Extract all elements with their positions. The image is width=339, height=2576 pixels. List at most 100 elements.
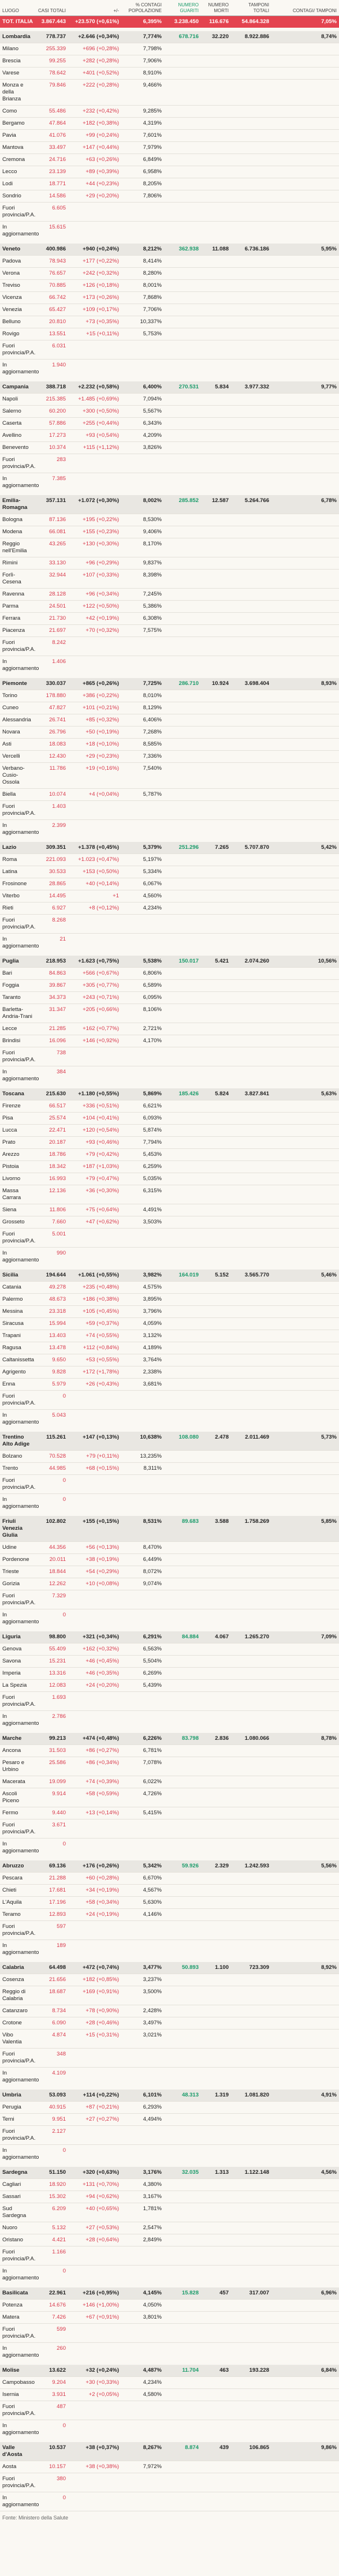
recovered	[164, 2234, 201, 2246]
total-cases: 13.478	[36, 1342, 68, 1354]
tests	[231, 1884, 271, 1897]
total-cases: 0	[36, 1390, 68, 1410]
province-row: Cosenza 21.656 +182 (+0,85%) 3,237%	[0, 1974, 339, 1986]
percent-population	[121, 819, 164, 841]
place-name: Padova	[0, 255, 36, 268]
tests	[231, 1896, 271, 1909]
tests	[231, 2067, 271, 2088]
province-row: Alessandria 26.741 +85 (+0,32%) 6,406%	[0, 714, 339, 727]
place-name: Udine	[0, 1541, 36, 1554]
deaths	[201, 1819, 231, 1839]
tests: 3.827.841	[231, 1085, 271, 1100]
province-row: Venezia 65.427 +109 (+0,17%) 7,706%	[0, 304, 339, 316]
place-name: TOT. ITALIA	[0, 16, 36, 30]
recovered: 285.852	[164, 492, 201, 514]
total-cases: 260	[36, 2342, 68, 2364]
place-name: Lecco	[0, 166, 36, 178]
province-row: Novara 26.796 +50 (+0,19%) 7,268%	[0, 726, 339, 739]
place-name: Cosenza	[0, 1974, 36, 1986]
percent-population: 7,575%	[121, 624, 164, 637]
tests	[231, 1047, 271, 1066]
deaths	[201, 702, 231, 714]
province-row: Benevento 10.374 +115 (+1,12%) 3,826%	[0, 441, 339, 454]
total-cases: 12.083	[36, 1679, 68, 1692]
total-cases: 18.771	[36, 178, 68, 190]
recovered	[164, 612, 201, 625]
recovered	[164, 2265, 201, 2286]
tests	[231, 624, 271, 637]
change: +107 (+0,33%)	[68, 569, 121, 589]
change: +474 (+0,48%)	[68, 1729, 121, 1745]
change: +176 (+0,26%)	[68, 1857, 121, 1873]
recovered	[164, 1354, 201, 1366]
tests	[231, 2342, 271, 2364]
total-cases: 7.660	[36, 1216, 68, 1229]
province-row: Pordenone 20.011 +38 (+0,19%) 6,449%	[0, 1553, 339, 1566]
total-cases: 47.864	[36, 117, 68, 130]
recovered	[164, 1986, 201, 2005]
place-name: Firenze	[0, 1100, 36, 1113]
recovered	[164, 1148, 201, 1161]
change: +58 (+0,34%)	[68, 1896, 121, 1909]
positivity-ratio	[271, 316, 339, 328]
province-row: Firenze 66.517 +336 (+0,51%) 6,621%	[0, 1100, 339, 1113]
total-cases: 25.586	[36, 1757, 68, 1776]
recovered	[164, 1124, 201, 1137]
tests	[231, 1590, 271, 1609]
positivity-ratio	[271, 2017, 339, 2030]
place-name: Vercelli	[0, 750, 36, 763]
province-row: Cremona 24.716 +63 (+0,26%) 6,849%	[0, 153, 339, 166]
column-header: NUMERO GUARITI	[164, 0, 201, 16]
total-cases: 9.828	[36, 1366, 68, 1379]
place-name: Fuori provincia/P.A.	[0, 2125, 36, 2145]
deaths	[201, 569, 231, 589]
tests	[231, 1974, 271, 1986]
tests	[231, 2473, 271, 2492]
province-row: Avellino 17.273 +93 (+0,54%) 4,209%	[0, 429, 339, 442]
positivity-ratio	[271, 2144, 339, 2166]
recovered	[164, 557, 201, 570]
deaths	[201, 2311, 231, 2324]
province-row: Bologna 87.136 +195 (+0,22%) 8,530%	[0, 514, 339, 526]
deaths	[201, 2473, 231, 2492]
recovered	[164, 890, 201, 903]
positivity-ratio: 8,93%	[271, 675, 339, 690]
province-row: In aggiornamento 0	[0, 2420, 339, 2441]
deaths	[201, 1940, 231, 1961]
change: +74 (+0,55%)	[68, 1330, 121, 1342]
place-name: Rovigo	[0, 328, 36, 340]
percent-population: 6,670%	[121, 1872, 164, 1885]
recovered	[164, 405, 201, 418]
recovered	[164, 690, 201, 702]
deaths: 463	[201, 2361, 231, 2377]
place-name: Agrigento	[0, 1366, 36, 1379]
percent-population: 4,170%	[121, 1035, 164, 1047]
tests	[231, 441, 271, 454]
tests	[231, 359, 271, 380]
tests: 1.081.820	[231, 2086, 271, 2102]
deaths	[201, 967, 231, 980]
total-cases: 0	[36, 2265, 68, 2286]
change: +2.646 (+0,34%)	[68, 28, 121, 43]
tests	[231, 1541, 271, 1554]
tests	[231, 2125, 271, 2145]
total-cases: 1.406	[36, 656, 68, 677]
positivity-ratio	[271, 1819, 339, 1839]
province-row: Sud Sardegna 6.209 +40 (+0,65%) 1,781%	[0, 2203, 339, 2222]
total-cases: 6.605	[36, 202, 68, 222]
deaths	[201, 1974, 231, 1986]
place-name: Enna	[0, 1378, 36, 1391]
province-row: Massa Carrara 12.136 +36 (+0,30%) 6,315%	[0, 1185, 339, 1204]
recovered	[164, 393, 201, 406]
positivity-ratio	[271, 2048, 339, 2068]
tests	[231, 2101, 271, 2114]
recovered	[164, 1590, 201, 1609]
province-row: Enna 5.979 +26 (+0,43%) 3,681%	[0, 1378, 339, 1391]
deaths	[201, 2246, 231, 2266]
tests	[231, 933, 271, 954]
province-row: Aosta 10.157 +38 (+0,38%) 7,972%	[0, 2461, 339, 2473]
total-cases: 348	[36, 2048, 68, 2068]
deaths	[201, 914, 231, 934]
total-cases: 99.213	[36, 1729, 68, 1745]
change: +186 (+0,38%)	[68, 1293, 121, 1306]
